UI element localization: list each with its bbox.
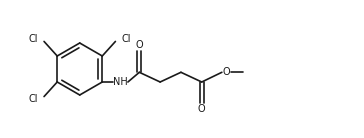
Text: O: O (222, 67, 230, 77)
Text: Cl: Cl (122, 34, 131, 44)
Text: O: O (198, 104, 206, 114)
Text: Cl: Cl (28, 34, 38, 44)
Text: Cl: Cl (28, 94, 38, 104)
Text: O: O (135, 40, 143, 50)
Text: NH: NH (113, 77, 128, 87)
